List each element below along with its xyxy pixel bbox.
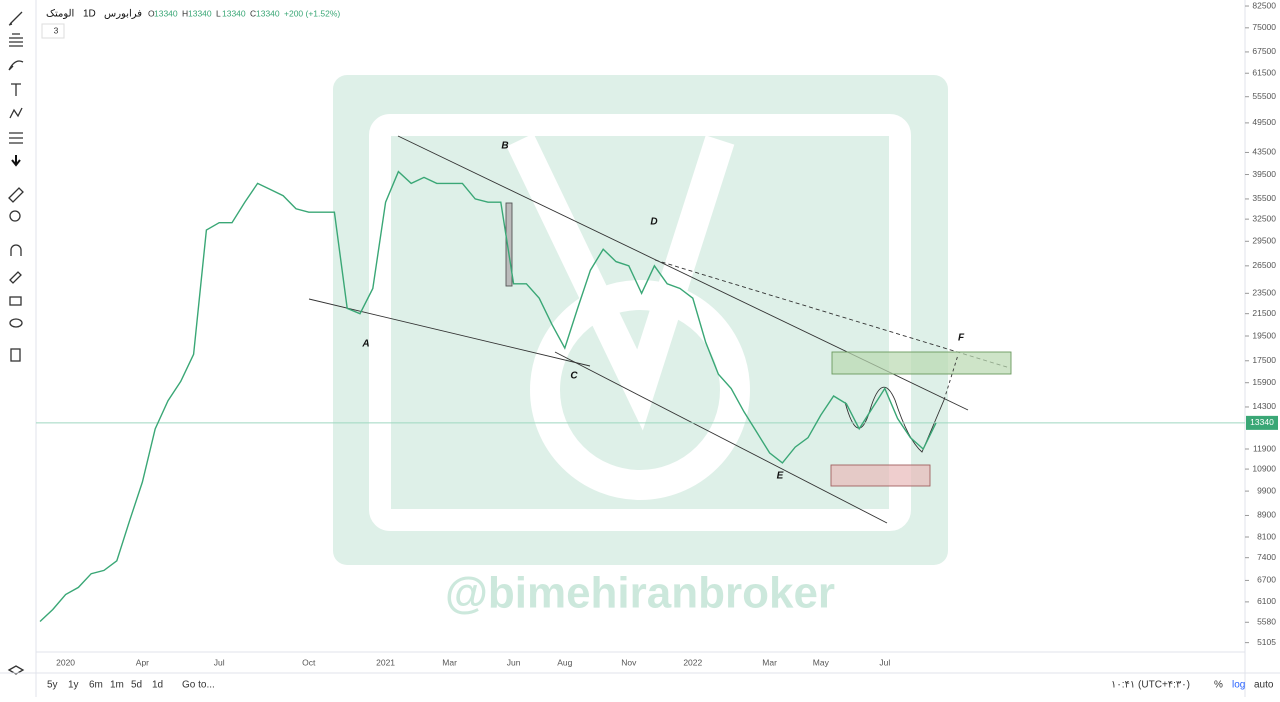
y-tick-label: 39500 [1252,169,1276,179]
x-tick-label: Apr [136,657,149,667]
tool-text[interactable] [11,83,21,96]
scale-button[interactable]: % [1214,680,1223,691]
y-tick-label: 17500 [1252,355,1276,365]
y-tick-label: 29500 [1252,236,1276,246]
y-tick-label: 5580 [1257,617,1276,627]
ohlc-label: O [148,8,155,18]
y-tick-label: 75000 [1252,22,1276,32]
scale-button[interactable]: log [1232,680,1245,691]
x-tick-label: 2021 [376,657,395,667]
range-button[interactable]: 1m [110,680,124,691]
last-price-box [1246,415,1278,430]
x-tick-label: Aug [557,657,572,667]
tool-pattern[interactable] [9,107,23,119]
wave-label: B [501,141,508,152]
tool-arrow[interactable] [11,155,21,167]
wave-label: F [958,333,965,344]
y-tick-label: 9900 [1257,485,1276,495]
tool-prediction[interactable] [9,132,23,144]
x-tick-label: Mar [762,657,777,667]
y-tick-label: 11900 [1253,443,1276,453]
tool-brush[interactable] [8,60,24,71]
x-tick-label: Jul [879,657,890,667]
ohlc-value: 13340 [188,8,212,18]
y-tick-label: 67500 [1252,46,1276,56]
tool-line[interactable] [8,11,23,26]
y-tick-label: 55500 [1252,91,1276,101]
tool-fib[interactable] [9,33,23,47]
range-button[interactable]: 6m [89,680,103,691]
x-tick-label: Mar [442,657,457,667]
range-button[interactable]: 1d [152,680,163,691]
wave-label: C [570,371,578,382]
y-tick-label: 6700 [1257,575,1276,585]
y-tick-label: 61500 [1252,67,1276,77]
y-tick-label: 14300 [1252,401,1276,411]
ohlc-label: H [182,8,188,18]
tool-trash[interactable] [10,348,21,362]
x-tick-label: May [813,657,830,667]
y-tick-label: 8100 [1257,531,1276,541]
indicators-toggle[interactable] [41,23,65,39]
ohlc-label: L [216,8,221,18]
x-tick-label: Oct [302,657,316,667]
tool-lock[interactable] [9,296,22,306]
ohlc-label: C [250,8,256,18]
x-tick-label: 2022 [683,657,702,667]
clock: ۱۰:۴۱ (UTC+۴:۳۰) [1111,680,1190,691]
y-tick-label: 32500 [1252,213,1276,223]
interval: 1D [83,9,96,20]
range-button[interactable]: 1y [68,680,79,691]
wave-label: D [650,217,657,228]
symbol: الومتک [46,9,74,20]
ohlc-value: 13340 [256,8,280,18]
y-tick-label: 8900 [1257,510,1276,520]
y-tick-label: 5105 [1257,637,1276,647]
y-tick-label: 15900 [1252,377,1276,387]
tool-magnet[interactable] [10,244,22,256]
y-tick-label: 6100 [1257,596,1276,606]
ohlc-value: 13340 [154,8,178,18]
range-button[interactable]: 5y [47,680,58,691]
y-tick-label: 23500 [1252,288,1276,298]
y-tick-label: 26500 [1252,260,1276,270]
scale-button[interactable]: auto [1254,680,1274,691]
tool-lock-draw[interactable] [9,271,22,284]
y-tick-label: 19500 [1252,330,1276,340]
y-tick-label: 43500 [1252,147,1276,157]
watermark: @bimehiranbroker [445,569,835,618]
x-tick-label: 2020 [56,657,75,667]
y-tick-label: 49500 [1252,117,1276,127]
y-tick-label: 21500 [1252,308,1276,318]
left-toolbar[interactable] [7,0,37,697]
y-tick-label: 82500 [1252,0,1276,10]
tool-zoom[interactable] [9,210,21,222]
price-line [39,170,937,623]
change: +200 (+1.52%) [284,8,340,18]
y-tick-label: 7400 [1257,552,1276,562]
indicators-count[interactable]: 3 [54,25,59,35]
last-price-label: 13340 [1250,417,1274,427]
tool-ruler[interactable] [8,187,24,203]
x-tick-label: Nov [621,657,637,667]
y-tick-label: 10900 [1252,463,1276,473]
x-tick-label: Jul [214,657,225,667]
drawings [308,135,1012,524]
wave-label: E [777,471,784,482]
watermark-logo [333,75,948,565]
x-tick-label: Jun [507,657,521,667]
range-button[interactable]: 5d [131,680,142,691]
ohlc-value: 13340 [222,8,246,18]
exchange: فرابورس [104,9,142,20]
goto-button[interactable]: Go to... [182,680,215,691]
tool-eye[interactable] [9,318,23,328]
wave-label: A [361,339,369,350]
y-tick-label: 35500 [1252,193,1276,203]
